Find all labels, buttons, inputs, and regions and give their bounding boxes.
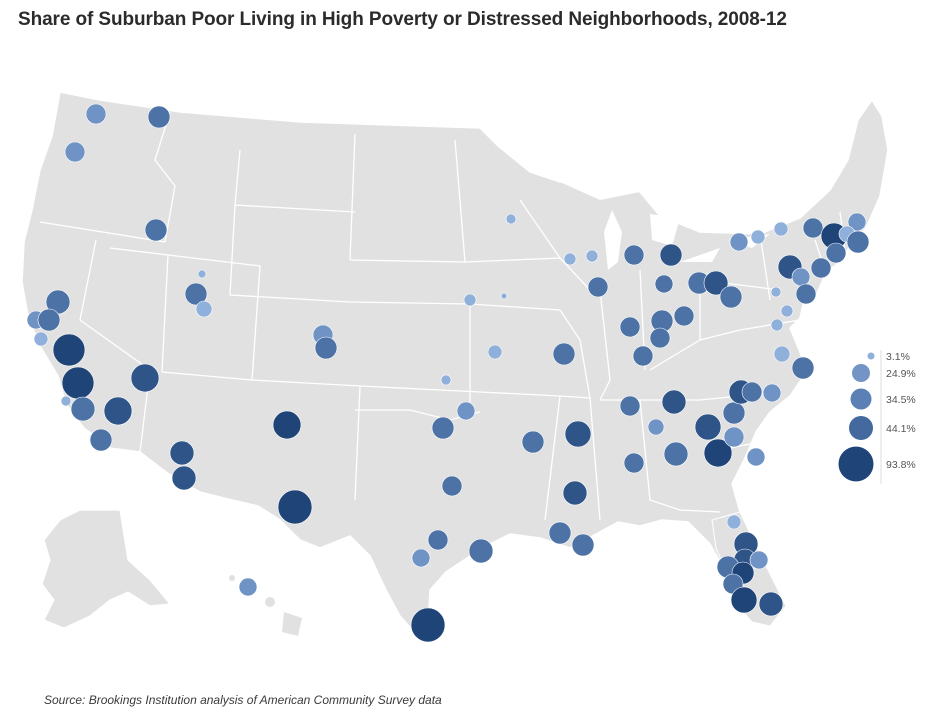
metro-bubble <box>103 396 133 426</box>
metro-bubble <box>277 489 313 525</box>
metro-bubble <box>749 550 769 570</box>
metro-bubble <box>144 218 168 242</box>
metro-bubble <box>741 381 763 403</box>
metro-bubble <box>571 533 595 557</box>
metro-bubble <box>37 308 61 332</box>
metro-bubble <box>521 430 545 454</box>
metro-bubble <box>60 395 72 407</box>
map-title: Share of Suburban Poor Living in High Po… <box>18 9 787 30</box>
legend-bubble <box>867 352 875 360</box>
metro-bubble <box>791 267 811 287</box>
metro-bubble <box>564 420 592 448</box>
metro-bubble <box>52 333 86 367</box>
metro-bubble <box>750 229 766 245</box>
size-legend: 3.1% 24.9% 34.5% 44.1% 93.8% <box>838 350 916 484</box>
metro-bubble <box>587 276 609 298</box>
metro-bubble <box>184 282 208 306</box>
metro-bubble <box>791 356 815 380</box>
metro-bubble <box>440 374 452 386</box>
metro-bubble <box>654 274 674 294</box>
metro-bubble <box>147 105 171 129</box>
metro-bubble <box>552 342 576 366</box>
metro-bubble <box>632 345 654 367</box>
metro-bubble <box>661 389 687 415</box>
metro-bubble <box>70 396 96 422</box>
metro-bubble <box>563 252 577 266</box>
metro-bubble <box>33 331 49 347</box>
metro-bubble <box>130 363 160 393</box>
metro-bubble <box>730 586 758 614</box>
metro-bubble <box>694 413 722 441</box>
legend-label: 93.8% <box>886 459 916 471</box>
metro-bubble <box>585 249 599 263</box>
metro-bubble <box>314 336 338 360</box>
metro-bubble <box>758 591 784 617</box>
metro-bubble <box>238 577 258 597</box>
metro-bubble <box>780 304 794 318</box>
legend-bubble <box>838 446 874 482</box>
metro-bubble <box>762 383 782 403</box>
legend-label: 44.1% <box>886 423 916 435</box>
metro-bubble <box>846 230 870 254</box>
metro-bubbles <box>26 103 870 643</box>
metro-bubble <box>85 103 107 125</box>
metro-bubble <box>619 316 641 338</box>
metro-bubble <box>647 418 665 436</box>
metro-bubble <box>410 607 446 643</box>
metro-bubble <box>729 232 749 252</box>
metro-bubble <box>673 305 695 327</box>
metro-bubble <box>659 243 683 267</box>
metro-bubble <box>456 401 476 421</box>
legend-label: 3.1% <box>886 351 910 363</box>
metro-bubble <box>431 416 455 440</box>
alaska <box>41 509 172 629</box>
source-note: Source: Brookings Institution analysis o… <box>44 693 442 707</box>
metro-bubble <box>770 286 782 298</box>
legend-bubble <box>852 364 870 382</box>
metro-bubble <box>487 344 503 360</box>
metro-bubble <box>171 465 197 491</box>
metro-bubble <box>463 293 477 307</box>
metro-bubble <box>548 521 572 545</box>
metro-bubble <box>719 285 743 309</box>
legend-label: 34.5% <box>886 394 916 406</box>
metro-bubble <box>649 327 671 349</box>
metro-bubble <box>802 217 824 239</box>
metro-bubble <box>722 401 746 425</box>
metro-bubble <box>441 475 463 497</box>
metro-bubble <box>770 318 784 332</box>
metro-bubble <box>197 269 207 279</box>
metro-bubble <box>726 514 742 530</box>
metro-bubble <box>411 548 431 568</box>
metro-bubble <box>500 292 508 300</box>
metro-bubble <box>272 410 302 440</box>
metro-bubble <box>505 213 517 225</box>
metro-bubble <box>810 257 832 279</box>
metro-bubble <box>64 141 86 163</box>
metro-bubble <box>703 270 729 296</box>
metro-bubble <box>427 529 449 551</box>
metro-bubble <box>723 426 745 448</box>
metro-bubble <box>746 447 766 467</box>
metro-bubble <box>703 438 733 468</box>
metro-bubble <box>89 428 113 452</box>
metro-bubble <box>61 366 95 400</box>
metro-bubble <box>623 452 645 474</box>
metro-bubble <box>825 242 847 264</box>
metro-bubble <box>623 244 645 266</box>
metro-bubble <box>795 283 817 305</box>
legend-label: 24.9% <box>886 368 916 380</box>
metro-bubble <box>468 538 494 564</box>
metro-bubble <box>619 395 641 417</box>
metro-bubble <box>773 221 789 237</box>
metro-bubble <box>773 345 791 363</box>
legend-bubble <box>850 388 872 410</box>
metro-bubble <box>562 480 588 506</box>
legend-bubble <box>849 416 873 440</box>
metro-bubble <box>195 300 213 318</box>
metro-bubble <box>169 440 195 466</box>
metro-bubble <box>663 441 689 467</box>
